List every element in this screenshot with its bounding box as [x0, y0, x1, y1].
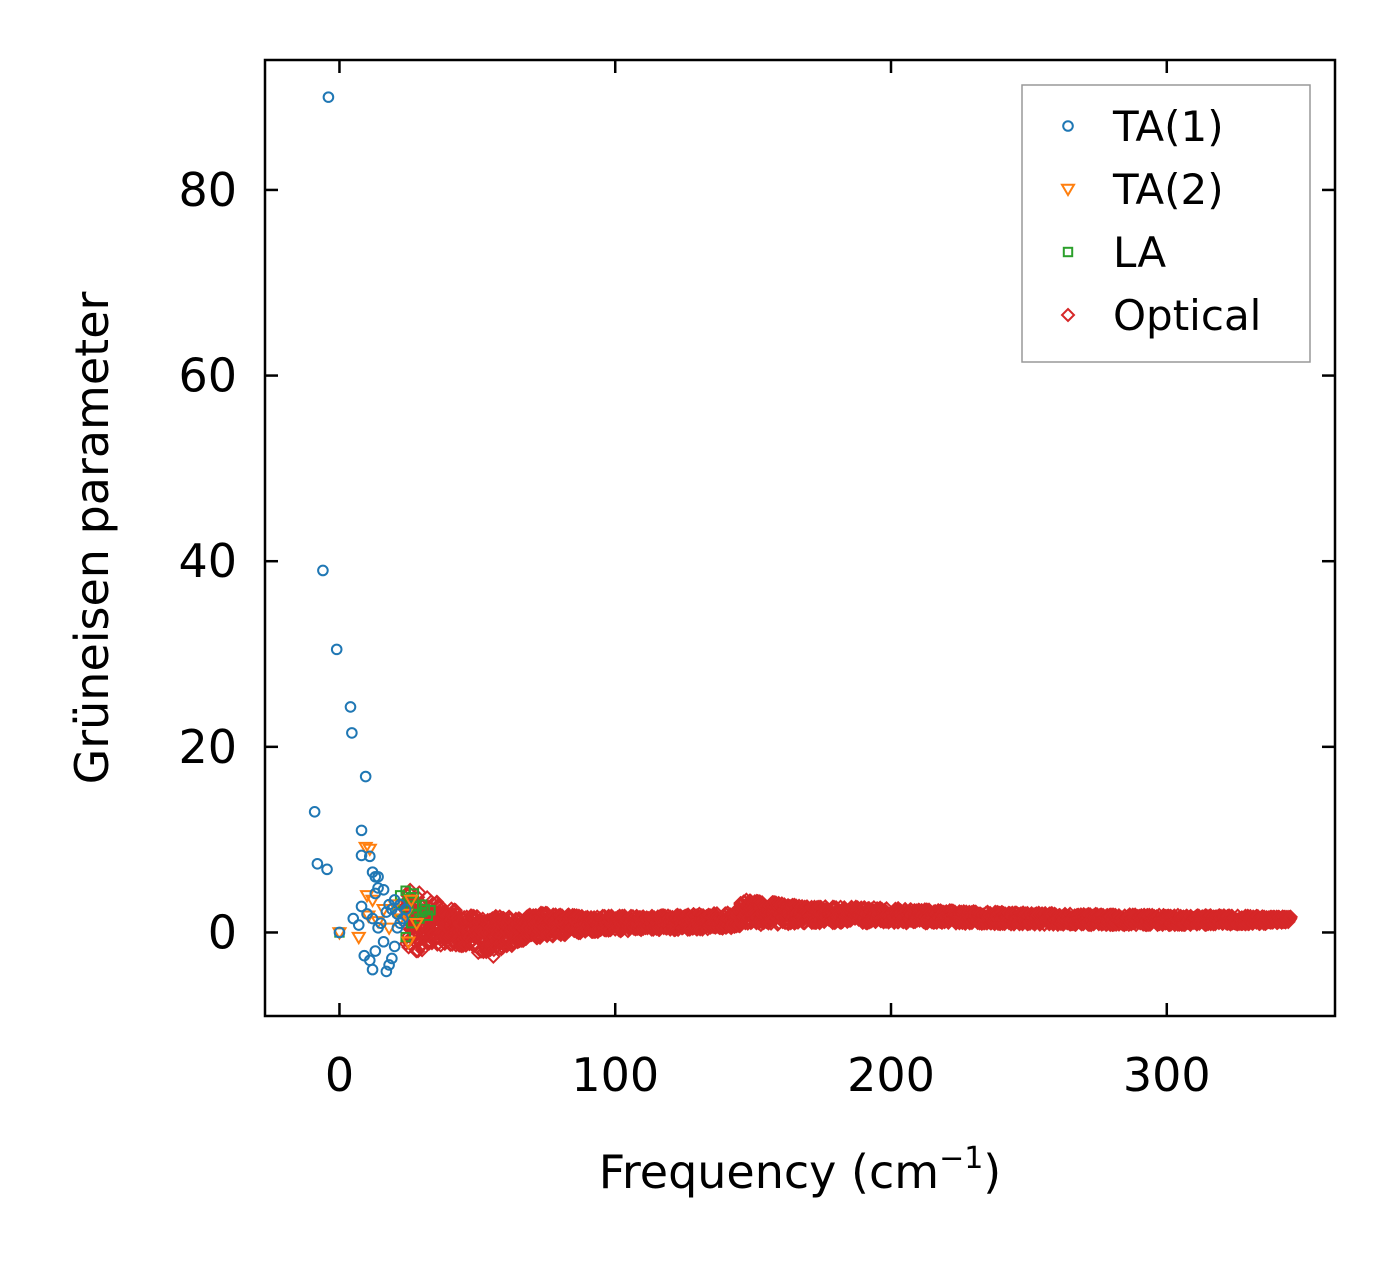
optical-point	[1282, 909, 1298, 925]
ta2-point	[357, 841, 374, 856]
ta1-point	[383, 959, 395, 971]
ta1-point	[322, 91, 335, 103]
optical-point	[470, 909, 486, 925]
legend-label-la: LA	[1113, 228, 1166, 277]
plot-frame	[263, 58, 1337, 1018]
ta2-point	[362, 843, 378, 857]
y-tick-label: 0	[208, 905, 237, 959]
plot-area	[308, 91, 1298, 978]
axis-ticks: 0 100 200 300 0 20 40 60 80	[178, 60, 1335, 1102]
ta1-point	[366, 963, 379, 976]
x-tick-label: 100	[571, 1048, 659, 1102]
ta1-point	[344, 701, 357, 713]
y-tick-label: 60	[178, 349, 237, 403]
optical-point	[411, 885, 427, 901]
ta1-point	[388, 940, 401, 953]
optical-point	[485, 949, 501, 964]
legend-label-ta1: TA(1)	[1112, 102, 1224, 151]
ta1-point	[355, 900, 368, 913]
y-tick-label: 40	[178, 534, 237, 588]
x-axis-title-superscript: −1	[939, 1141, 983, 1176]
la-point	[408, 888, 420, 899]
x-axis-title-text: Frequency (cm	[599, 1145, 939, 1199]
ta1-point	[377, 883, 390, 896]
series-ta1	[308, 91, 412, 978]
la-point	[425, 904, 436, 916]
ta1-point	[372, 882, 384, 894]
ta1-point	[380, 965, 393, 978]
ta1-point	[358, 949, 371, 962]
x-tick-label: 200	[847, 1048, 935, 1102]
x-axis-title-close: )	[983, 1145, 1001, 1199]
ta2-point	[351, 931, 367, 946]
ta2-point	[400, 936, 417, 950]
legend-label-ta2: TA(2)	[1112, 165, 1224, 214]
series-optical	[397, 882, 1298, 964]
ta1-point	[359, 770, 372, 783]
ta1-point	[380, 906, 393, 918]
ta1-point	[355, 824, 368, 837]
ta2-point	[408, 917, 425, 932]
legend: TA(1) TA(2) LA Optical	[1021, 84, 1311, 363]
ta1-point	[311, 857, 324, 870]
ta1-point	[355, 849, 368, 862]
ta1-point	[333, 926, 346, 939]
ta1-point	[352, 919, 365, 931]
ta2-point	[364, 894, 381, 908]
ta1-point	[386, 952, 398, 965]
ta1-point	[399, 903, 412, 916]
x-axis-title: Frequency (cm−1)	[599, 1141, 1002, 1199]
ta1-point	[377, 935, 390, 948]
legend-label-optical: Optical	[1113, 291, 1261, 340]
ta1-point	[372, 922, 384, 934]
ta1-point	[346, 727, 358, 739]
legend-marker-optical	[1060, 307, 1076, 323]
ta1-point	[330, 643, 343, 656]
y-axis-title: Grüneisen parameter	[65, 291, 119, 784]
ta2-point	[403, 894, 419, 908]
y-tick-label: 80	[178, 163, 237, 217]
ta1-point	[369, 945, 382, 957]
optical-point	[408, 943, 424, 959]
optical-point	[448, 902, 463, 918]
ta1-point	[363, 850, 376, 863]
x-tick-label: 0	[325, 1048, 354, 1102]
la-point	[416, 899, 428, 910]
legend-marker-ta1	[1062, 120, 1074, 132]
optical-point	[761, 915, 776, 931]
x-tick-label: 300	[1123, 1048, 1211, 1102]
ta1-point	[372, 870, 384, 883]
legend-marker-ta2	[1060, 183, 1076, 197]
ta1-point	[308, 806, 321, 818]
legend-marker-la	[1062, 246, 1074, 258]
ta1-point	[394, 917, 406, 929]
y-tick-label: 20	[178, 720, 237, 774]
ta1-point	[321, 863, 333, 876]
ta1-point	[317, 564, 329, 577]
ta2-point	[386, 899, 403, 913]
